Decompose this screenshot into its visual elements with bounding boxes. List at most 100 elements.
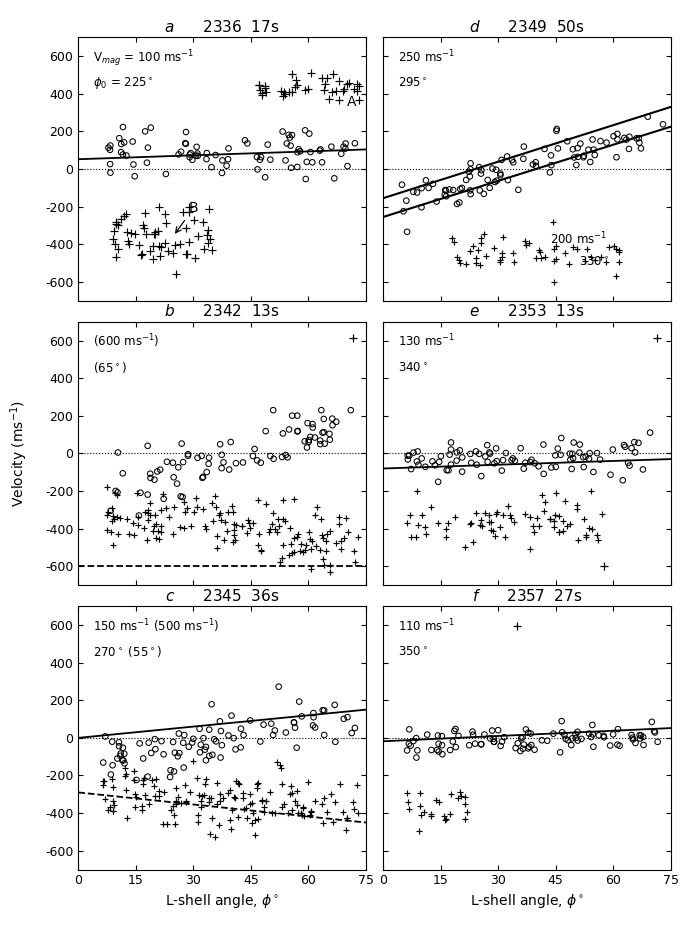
Point (411, 731, 422, 745)
Point (308, 710, 319, 725)
Point (129, 527, 140, 542)
Point (426, 807, 437, 822)
Point (530, 155, 541, 170)
Point (185, 147, 195, 162)
Point (585, 155, 596, 170)
Point (601, 255, 612, 270)
Point (627, 732, 638, 747)
Point (115, 746, 126, 761)
Point (254, 83, 265, 98)
Point (112, 445, 123, 460)
Point (431, 792, 442, 807)
Point (238, 801, 249, 816)
Point (490, 174, 501, 189)
Point (465, 156, 476, 171)
Point (281, 448, 291, 463)
Point (99, 792, 110, 807)
Point (170, 797, 181, 812)
Point (452, 197, 462, 212)
Point (341, 511, 352, 526)
Point (240, 132, 251, 147)
Point (283, 422, 294, 437)
Point (305, 145, 316, 160)
Point (340, 136, 351, 151)
Point (342, 811, 353, 826)
Point (180, 136, 191, 151)
Point (153, 199, 164, 214)
Point (633, 131, 644, 146)
Point (300, 83, 311, 98)
Point (135, 485, 146, 500)
Point (232, 775, 243, 790)
Point (348, 543, 359, 558)
Point (140, 505, 151, 520)
Point (324, 564, 335, 579)
Point (526, 453, 537, 467)
Point (607, 442, 618, 457)
Point (254, 77, 265, 92)
Point (488, 241, 499, 256)
Point (445, 743, 456, 758)
Point (97, 777, 108, 792)
Point (150, 227, 161, 242)
Title: $a$      2336  17s: $a$ 2336 17s (164, 19, 280, 35)
Point (268, 403, 279, 418)
Point (105, 800, 116, 815)
Point (329, 171, 340, 186)
Point (100, 729, 111, 744)
Point (276, 550, 287, 565)
Point (422, 727, 432, 742)
Point (645, 425, 656, 440)
Point (475, 183, 486, 198)
Point (161, 166, 172, 181)
Point (176, 436, 187, 451)
Text: (65$^\circ$): (65$^\circ$) (93, 360, 127, 375)
Point (191, 148, 202, 163)
Point (281, 725, 291, 740)
Point (627, 731, 638, 745)
Point (342, 159, 353, 174)
Point (583, 142, 594, 157)
Point (523, 725, 534, 740)
Point (638, 737, 649, 752)
Point (572, 733, 583, 748)
Point (478, 227, 489, 242)
Point (251, 149, 262, 164)
Point (173, 460, 184, 475)
Point (462, 804, 473, 819)
Point (545, 512, 556, 527)
Point (460, 790, 471, 805)
Point (533, 518, 544, 533)
Point (138, 773, 148, 788)
Point (570, 727, 581, 742)
Point (465, 187, 476, 202)
Point (265, 152, 276, 167)
Point (587, 132, 598, 146)
Point (432, 474, 443, 489)
Point (291, 530, 302, 545)
Point (574, 437, 585, 452)
Point (238, 791, 249, 806)
Point (298, 808, 309, 823)
Point (290, 793, 301, 808)
Point (223, 152, 234, 167)
Point (230, 455, 241, 470)
Point (501, 446, 511, 461)
Point (249, 441, 260, 456)
Point (168, 499, 179, 514)
Point (646, 715, 657, 730)
Point (137, 802, 148, 817)
Point (225, 783, 236, 798)
Point (270, 522, 281, 536)
Point (252, 162, 263, 177)
Point (142, 769, 153, 784)
Point (247, 815, 257, 830)
Point (98, 755, 109, 770)
Point (324, 432, 335, 447)
Point (290, 72, 301, 87)
Point (180, 220, 191, 235)
Point (351, 83, 362, 98)
Point (404, 448, 415, 463)
Point (198, 731, 209, 745)
Point (485, 514, 496, 529)
